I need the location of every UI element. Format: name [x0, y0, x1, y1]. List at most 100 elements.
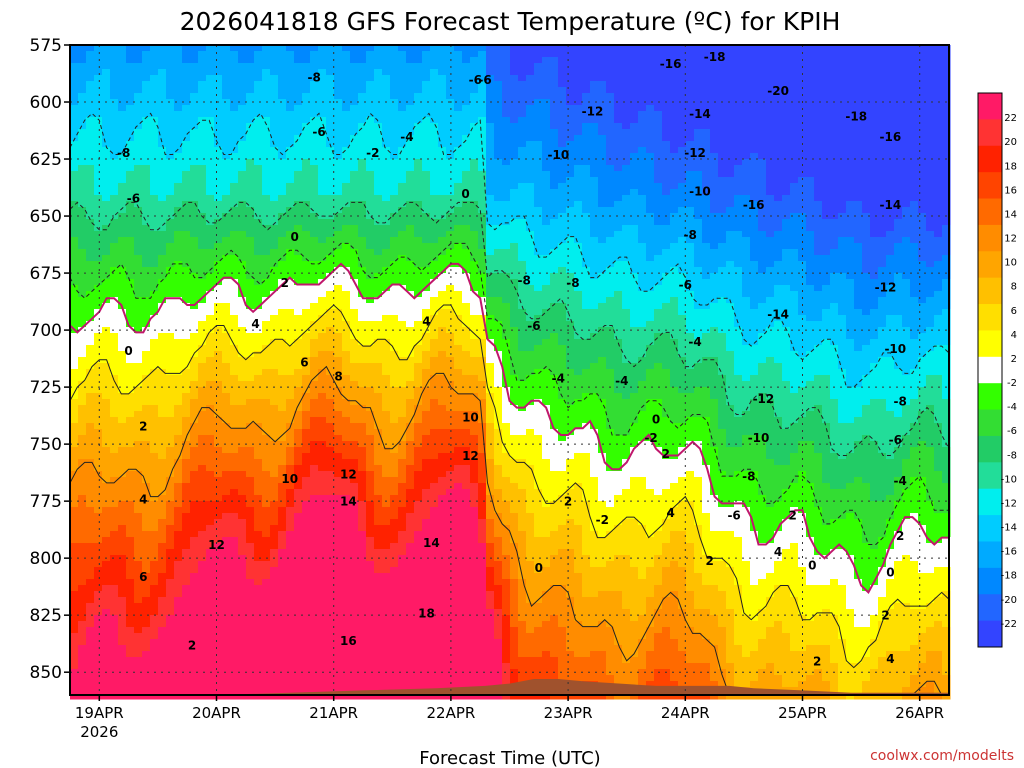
temperature-cell	[102, 681, 111, 688]
temperature-cell	[174, 369, 183, 376]
temperature-cell	[374, 549, 383, 556]
temperature-cell	[334, 255, 343, 262]
temperature-cell	[382, 513, 391, 520]
temperature-cell	[214, 459, 223, 466]
temperature-cell	[414, 297, 423, 304]
temperature-cell	[222, 219, 231, 226]
temperature-cell	[78, 675, 87, 682]
temperature-cell	[198, 393, 207, 400]
temperature-cell	[214, 543, 223, 550]
temperature-cell	[430, 567, 439, 574]
temperature-cell	[302, 567, 311, 574]
temperature-cell	[286, 189, 295, 196]
temperature-cell	[246, 645, 255, 652]
temperature-cell	[398, 459, 407, 466]
temperature-cell	[174, 141, 183, 148]
temperature-cell	[190, 195, 199, 202]
temperature-cell	[286, 177, 295, 184]
temperature-cell	[70, 429, 79, 436]
temperature-cell	[342, 177, 351, 184]
temperature-cell	[190, 579, 199, 586]
temperature-cell	[182, 519, 191, 526]
temperature-cell	[310, 429, 319, 436]
temperature-cell	[374, 93, 383, 100]
temperature-cell	[94, 477, 103, 484]
temperature-cell	[334, 621, 343, 628]
temperature-cell	[222, 273, 231, 280]
temperature-cell	[358, 327, 367, 334]
temperature-cell	[150, 489, 159, 496]
temperature-cell	[166, 573, 175, 580]
temperature-cell	[270, 57, 279, 64]
temperature-cell	[406, 579, 415, 586]
temperature-cell	[398, 441, 407, 448]
temperature-cell	[190, 357, 199, 364]
temperature-cell	[102, 165, 111, 172]
temperature-cell	[222, 45, 231, 52]
temperature-cell	[294, 621, 303, 628]
temperature-cell	[358, 141, 367, 148]
temperature-cell	[286, 75, 295, 82]
temperature-cell	[86, 207, 95, 214]
temperature-cell	[110, 531, 119, 538]
temperature-cell	[198, 237, 207, 244]
temperature-cell	[286, 327, 295, 334]
temperature-cell	[390, 393, 399, 400]
temperature-cell	[238, 51, 247, 58]
temperature-cell	[190, 543, 199, 550]
temperature-cell	[134, 663, 143, 670]
temperature-cell	[238, 75, 247, 82]
temperature-cell	[390, 315, 399, 322]
temperature-cell	[278, 657, 287, 664]
temperature-cell	[390, 147, 399, 154]
temperature-cell	[222, 651, 231, 658]
temperature-cell	[286, 549, 295, 556]
temperature-cell	[270, 345, 279, 352]
temperature-cell	[166, 669, 175, 676]
temperature-cell	[294, 81, 303, 88]
temperature-cell	[286, 435, 295, 442]
temperature-cell	[166, 513, 175, 520]
temperature-cell	[206, 339, 215, 346]
temperature-cell	[102, 153, 111, 160]
temperature-cell	[238, 477, 247, 484]
temperature-cell	[334, 225, 343, 232]
temperature-cell	[390, 261, 399, 268]
temperature-cell	[414, 645, 423, 652]
temperature-cell	[158, 543, 167, 550]
temperature-cell	[78, 327, 87, 334]
temperature-cell	[142, 111, 151, 118]
temperature-cell	[110, 75, 119, 82]
temperature-cell	[126, 321, 135, 328]
temperature-cell	[254, 555, 263, 562]
temperature-cell	[286, 387, 295, 394]
temperature-cell	[142, 633, 151, 640]
temperature-cell	[102, 243, 111, 250]
temperature-cell	[430, 279, 439, 286]
temperature-cell	[350, 555, 359, 562]
temperature-cell	[294, 267, 303, 274]
temperature-cell	[414, 669, 423, 676]
temperature-cell	[214, 309, 223, 316]
temperature-cell	[398, 507, 407, 514]
temperature-cell	[126, 231, 135, 238]
temperature-cell	[166, 279, 175, 286]
temperature-cell	[174, 297, 183, 304]
temperature-cell	[110, 255, 119, 262]
temperature-cell	[406, 519, 415, 526]
temperature-cell	[230, 45, 239, 52]
temperature-cell	[398, 327, 407, 334]
temperature-cell	[430, 153, 439, 160]
temperature-cell	[302, 51, 311, 58]
temperature-cell	[110, 669, 119, 676]
temperature-cell	[182, 663, 191, 670]
temperature-cell	[78, 279, 87, 286]
temperature-cell	[150, 87, 159, 94]
temperature-cell	[94, 219, 103, 226]
temperature-cell	[126, 129, 135, 136]
temperature-cell	[78, 657, 87, 664]
temperature-cell	[94, 87, 103, 94]
temperature-cell	[182, 177, 191, 184]
temperature-cell	[270, 651, 279, 658]
temperature-cell	[254, 399, 263, 406]
